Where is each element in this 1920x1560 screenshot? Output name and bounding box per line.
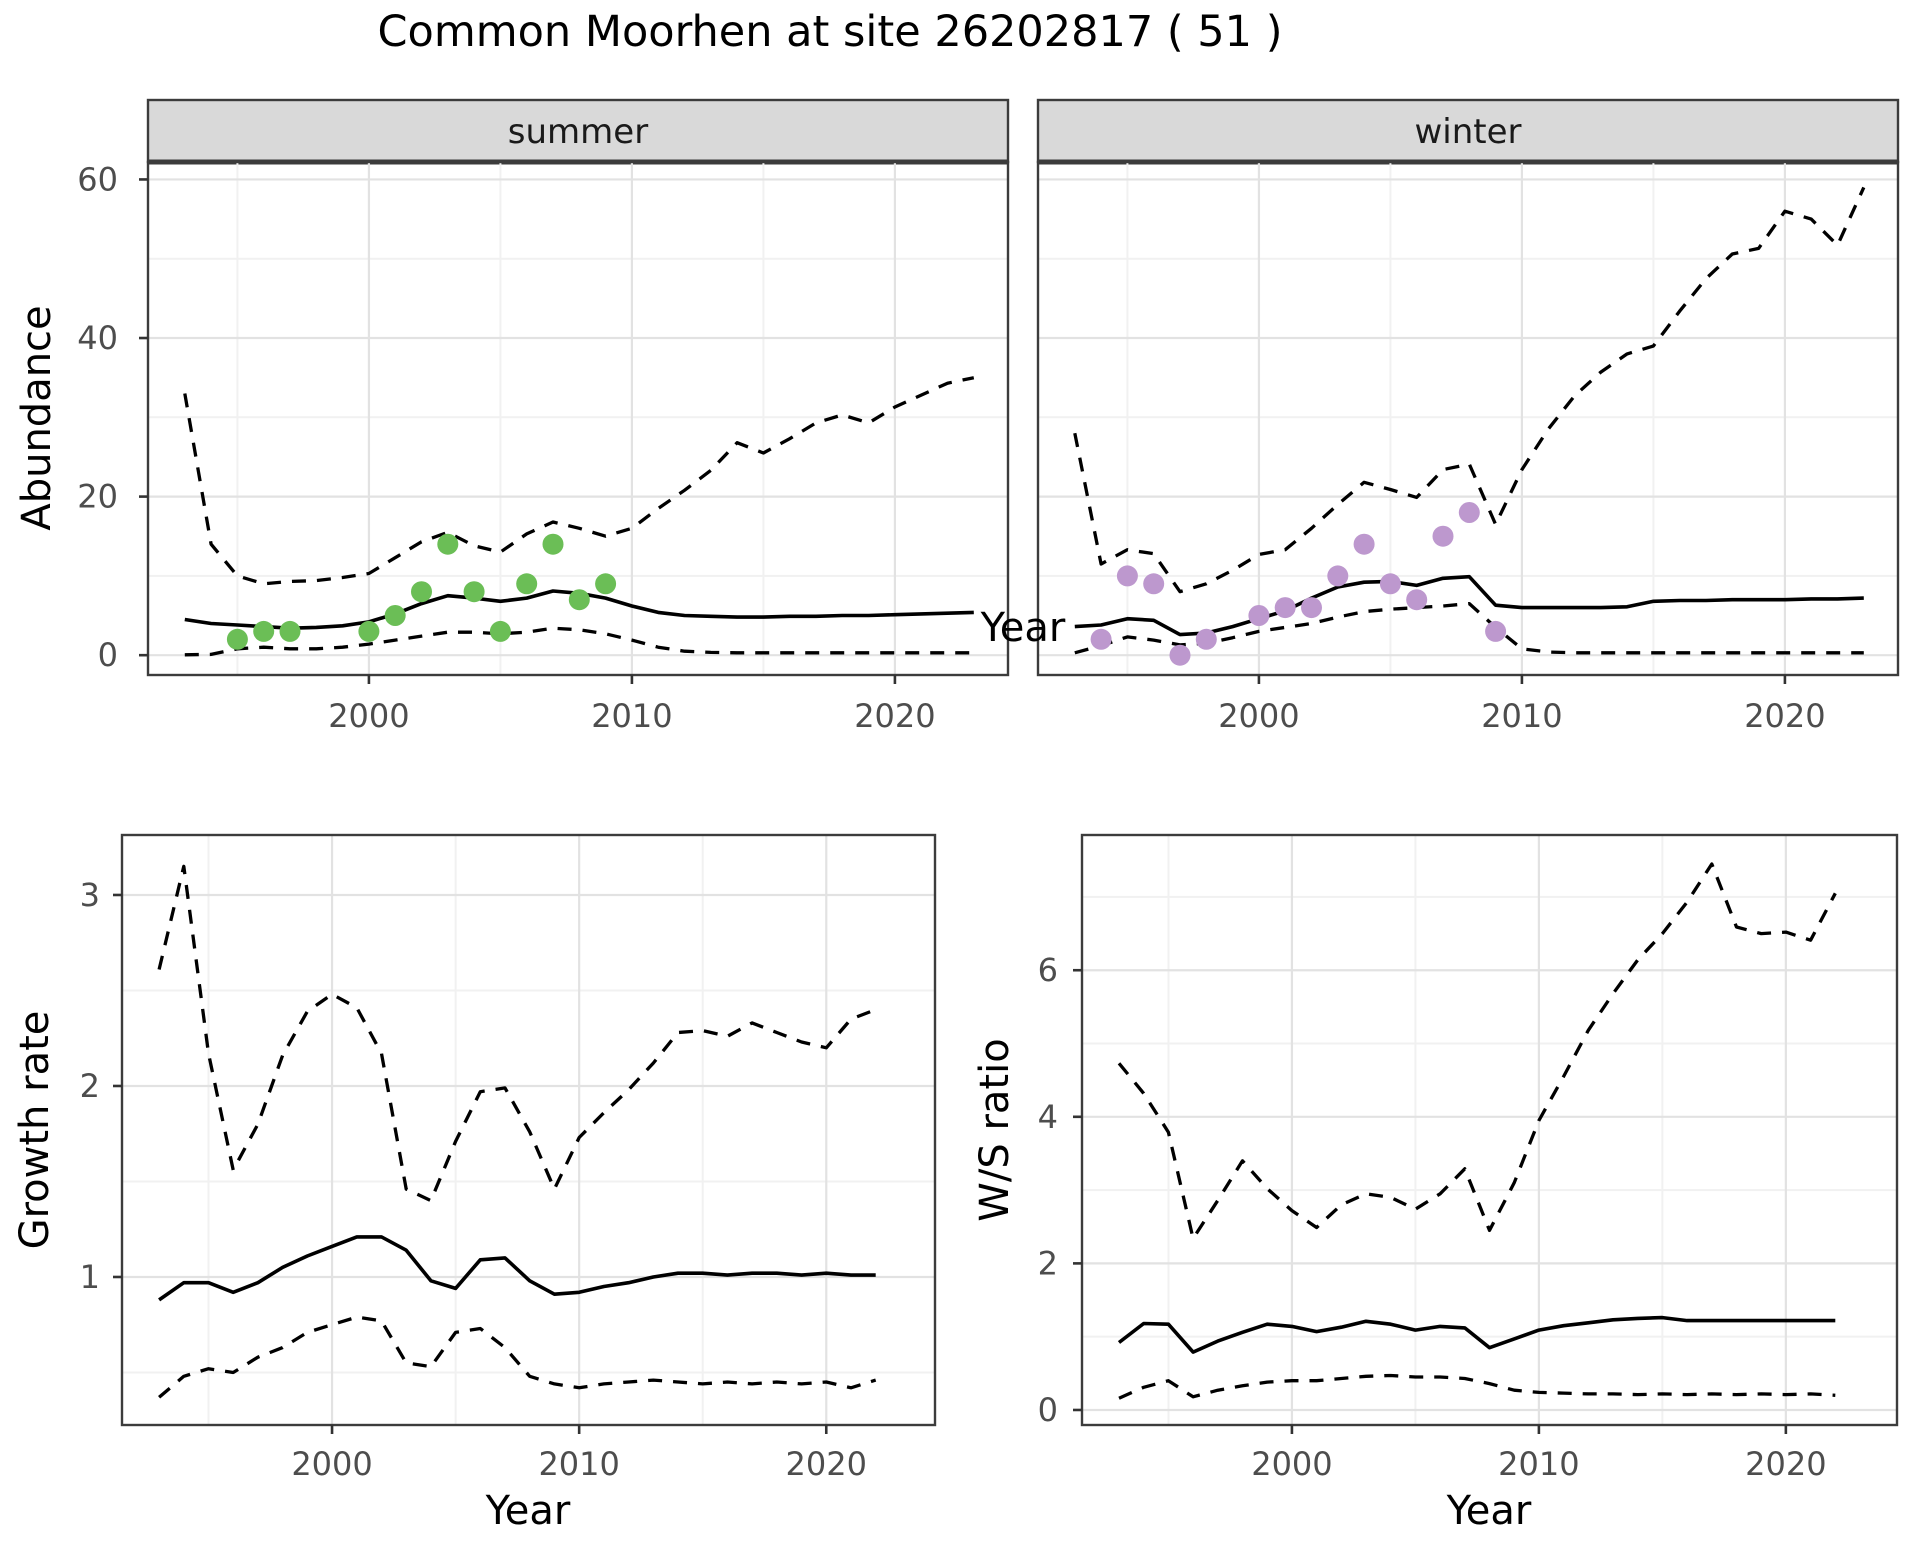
chart-labels: Common Moorhen at site 26202817 ( 51 ) s… bbox=[12, 7, 1532, 1534]
data-point bbox=[489, 620, 511, 642]
ws-ratio-fitted-median bbox=[1117, 1315, 1836, 1354]
y-tick-label: 60 bbox=[77, 160, 118, 198]
abundance-winter-lower-ci bbox=[1074, 601, 1864, 655]
x-axis-title-year-growth: Year bbox=[485, 1488, 571, 1534]
data-point bbox=[595, 573, 617, 595]
data-point bbox=[358, 620, 380, 642]
abundance-winter-observed-points bbox=[1090, 502, 1507, 666]
data-point bbox=[1458, 502, 1480, 523]
abundance-summer-lower-ci bbox=[184, 626, 974, 657]
data-point bbox=[463, 581, 485, 603]
growth-rate-lower-ci bbox=[158, 1315, 877, 1399]
figure-title: Common Moorhen at site 26202817 ( 51 ) bbox=[378, 7, 1283, 57]
y-axis-title-ws-ratio: W/S ratio bbox=[972, 1038, 1018, 1221]
panel-abundance-winter: 2000 2010 2020 bbox=[1036, 160, 1900, 735]
data-point bbox=[1379, 573, 1401, 595]
x-tick-label: 2000 bbox=[1251, 1445, 1332, 1483]
x-tick-label: 2020 bbox=[1744, 697, 1825, 735]
abundance-summer-observed-points bbox=[226, 533, 617, 650]
data-point bbox=[1248, 605, 1270, 626]
data-point bbox=[1274, 597, 1296, 619]
panel-ws-ratio: 2000 2010 2020 0 2 4 6 bbox=[1038, 833, 1899, 1483]
y-tick-label: 2 bbox=[1038, 1244, 1058, 1282]
data-point bbox=[1327, 565, 1349, 587]
panel-border bbox=[1080, 833, 1899, 1427]
data-point bbox=[1195, 628, 1217, 650]
data-point bbox=[1169, 644, 1191, 666]
data-point bbox=[1406, 589, 1428, 611]
data-point bbox=[1090, 628, 1112, 650]
data-point bbox=[226, 628, 248, 650]
panel-border bbox=[146, 160, 1010, 677]
facet-strip-label-winter: winter bbox=[1414, 112, 1521, 152]
y-tick-label: 0 bbox=[98, 636, 118, 674]
y-axis-title-growth-rate: Growth rate bbox=[12, 1011, 58, 1250]
x-tick-label: 2000 bbox=[291, 1445, 372, 1483]
data-point bbox=[568, 589, 590, 611]
x-axis-title-year-ws: Year bbox=[1446, 1488, 1532, 1534]
facet-strip-summer bbox=[146, 98, 1010, 164]
x-tick-label: 2010 bbox=[1498, 1445, 1579, 1483]
growth-rate-upper-ci bbox=[157, 864, 877, 1203]
y-tick-label: 0 bbox=[1038, 1391, 1058, 1429]
abundance-summer-upper-ci bbox=[183, 376, 975, 586]
data-point bbox=[411, 581, 432, 603]
x-tick-label: 2020 bbox=[786, 1445, 867, 1483]
data-point bbox=[542, 533, 564, 555]
y-axis-title-abundance: Abundance bbox=[14, 305, 60, 530]
facet-strip-label-summer: summer bbox=[508, 112, 648, 152]
x-tick-label: 2020 bbox=[854, 697, 935, 735]
ws-ratio-upper-ci bbox=[1117, 862, 1837, 1241]
y-tick-label: 1 bbox=[80, 1258, 100, 1296]
data-point bbox=[1432, 525, 1454, 547]
x-axis-title-year-top: Year bbox=[980, 605, 1066, 651]
data-point bbox=[437, 533, 459, 555]
data-point bbox=[384, 605, 406, 626]
data-point bbox=[1485, 620, 1507, 642]
data-point bbox=[1116, 565, 1138, 587]
facet-strip-winter bbox=[1036, 98, 1900, 164]
panel-abundance-summer: 2000 2010 2020 0 20 40 60 bbox=[77, 160, 1010, 735]
y-tick-label: 20 bbox=[77, 478, 118, 516]
y-tick-label: 4 bbox=[1038, 1098, 1058, 1136]
abundance-winter-upper-ci bbox=[1073, 186, 1866, 594]
x-tick-label: 2000 bbox=[328, 697, 409, 735]
growth-rate-fitted-median bbox=[158, 1235, 876, 1302]
data-point bbox=[253, 620, 275, 642]
panel-growth-rate: 2000 2010 2020 1 2 3 bbox=[80, 833, 937, 1483]
x-tick-label: 2010 bbox=[1481, 697, 1562, 735]
y-tick-label: 40 bbox=[77, 319, 118, 357]
panel-border bbox=[120, 833, 937, 1427]
x-tick-label: 2000 bbox=[1218, 697, 1299, 735]
data-point bbox=[1301, 597, 1322, 619]
data-point bbox=[279, 620, 301, 642]
y-tick-label: 3 bbox=[80, 876, 100, 914]
ws-ratio-lower-ci bbox=[1118, 1373, 1836, 1400]
y-tick-label: 6 bbox=[1038, 951, 1058, 989]
x-tick-label: 2020 bbox=[1745, 1445, 1826, 1483]
panel-border bbox=[1036, 160, 1900, 677]
x-tick-label: 2010 bbox=[538, 1445, 619, 1483]
x-tick-label: 2010 bbox=[591, 697, 672, 735]
data-point bbox=[1353, 533, 1375, 555]
y-tick-label: 2 bbox=[80, 1067, 100, 1105]
data-point bbox=[1143, 573, 1165, 595]
data-point bbox=[516, 573, 538, 595]
